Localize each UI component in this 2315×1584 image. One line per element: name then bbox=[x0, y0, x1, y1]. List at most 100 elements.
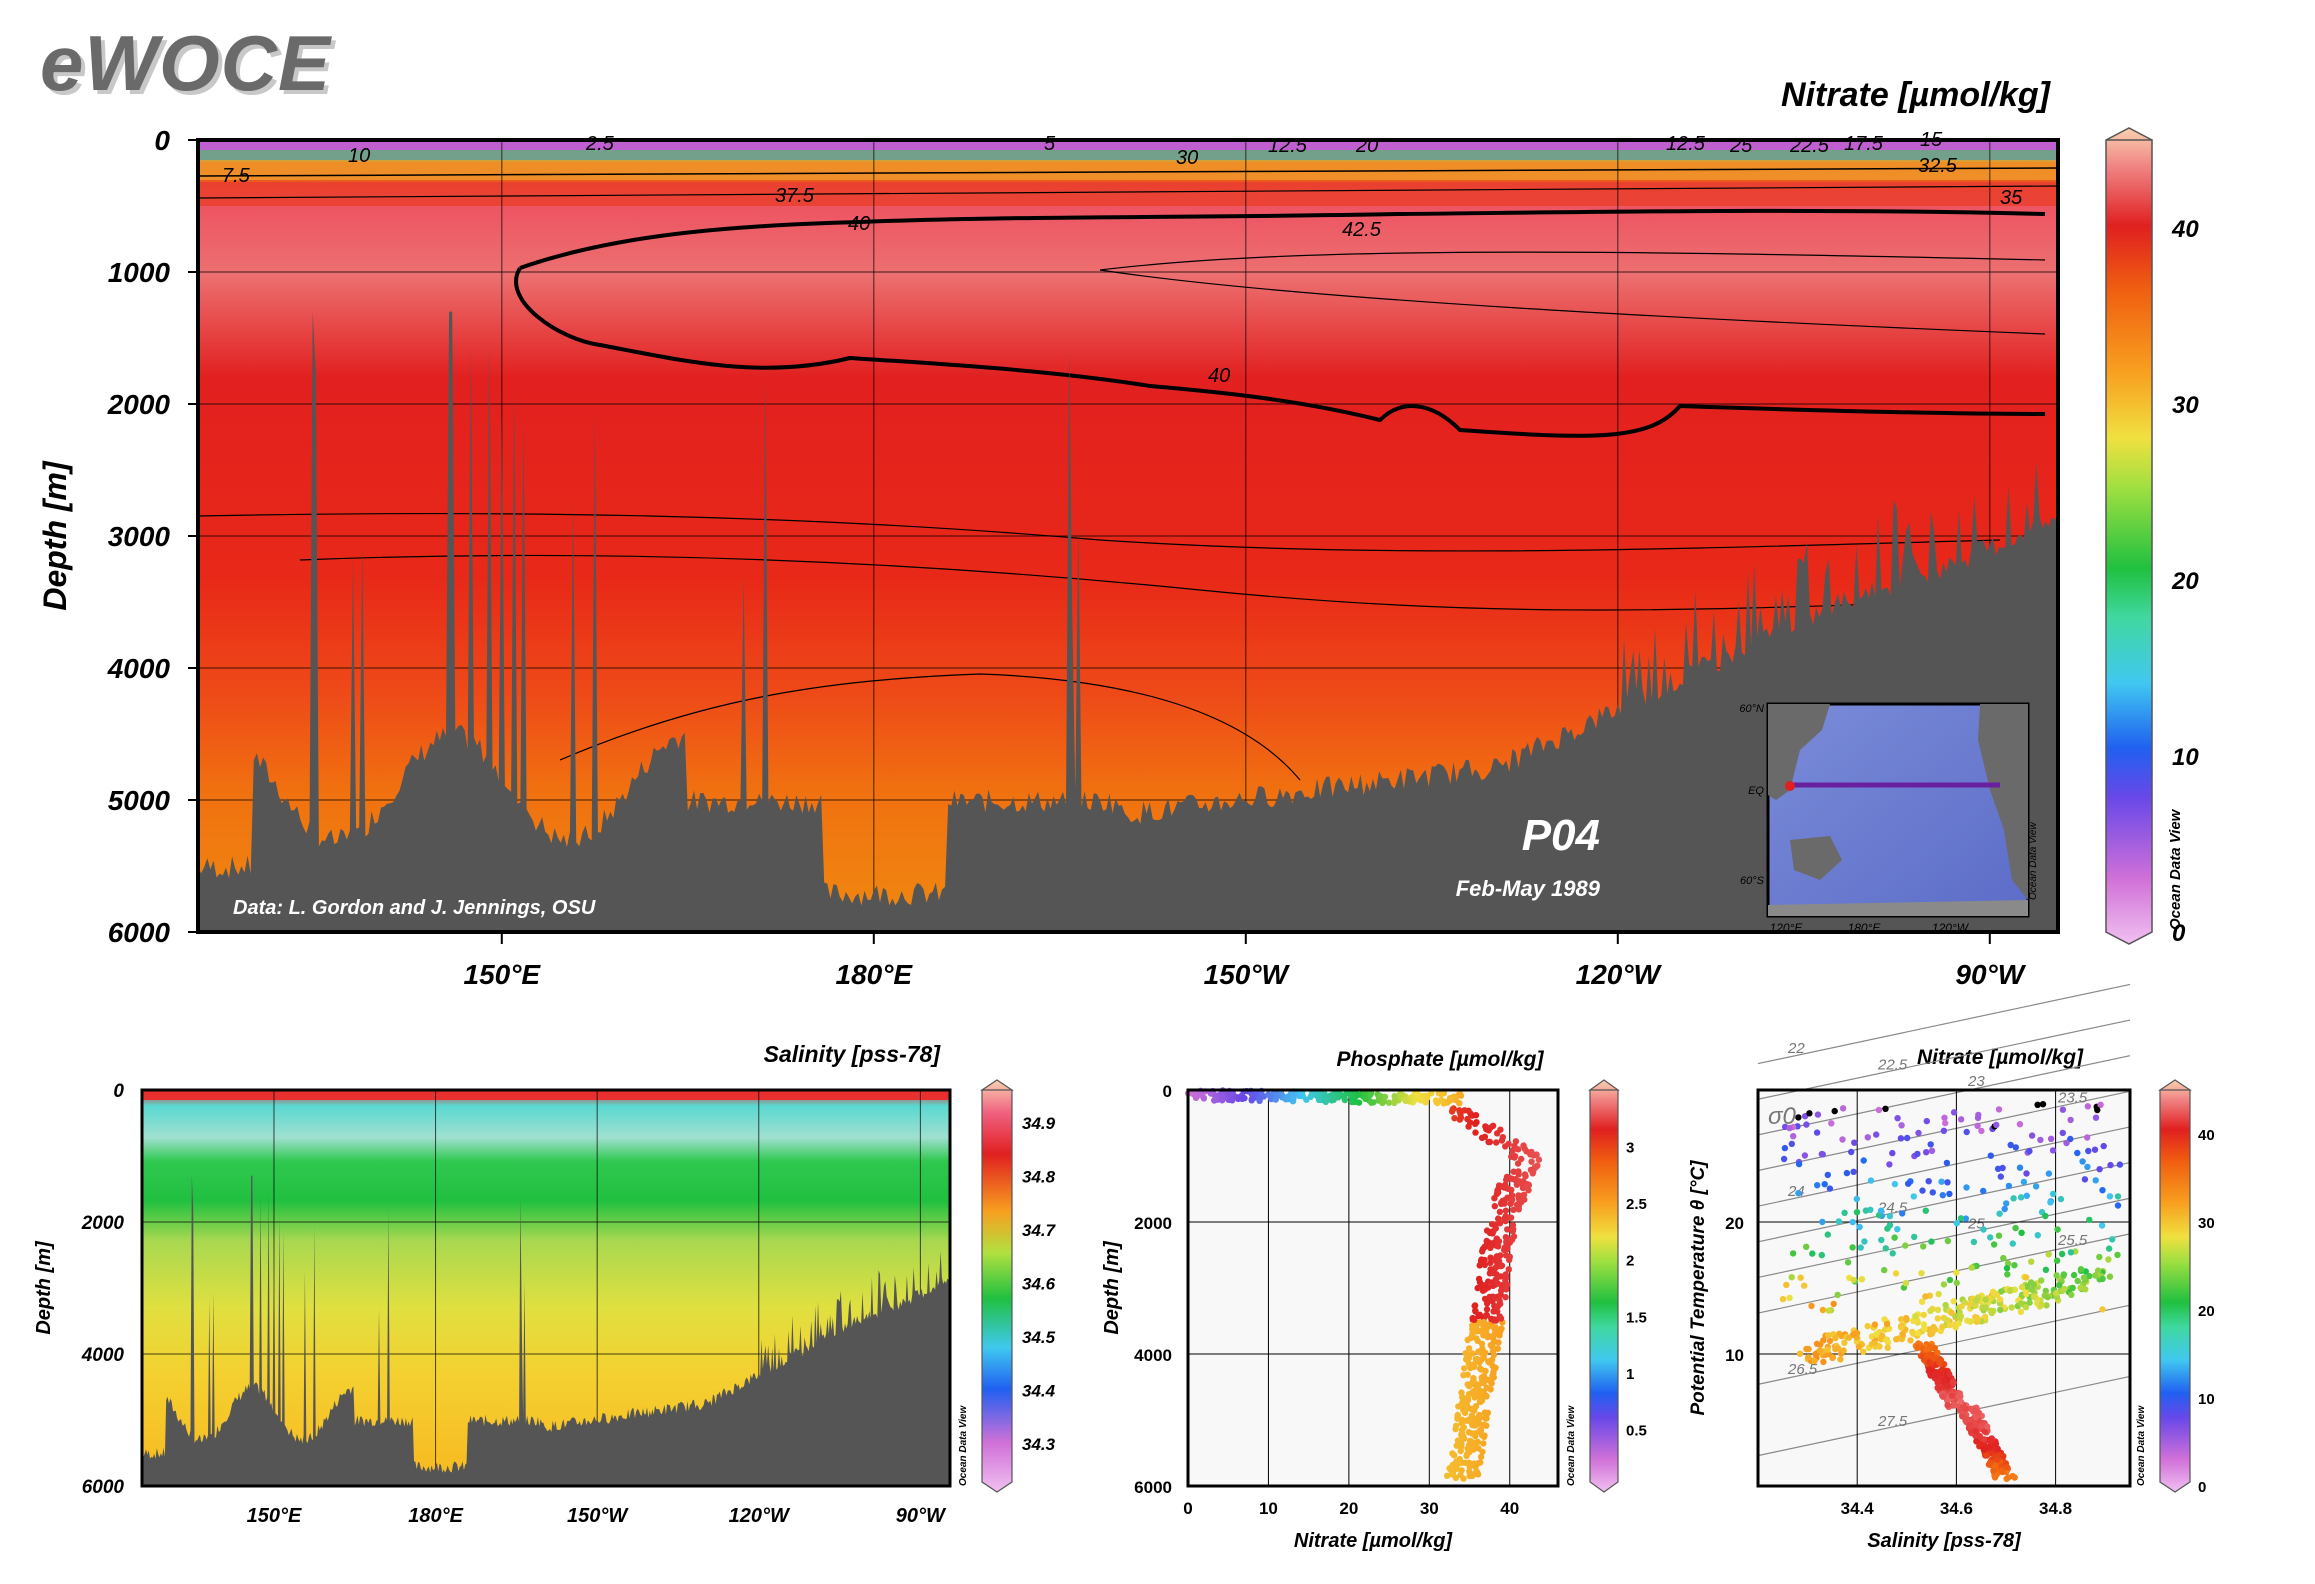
ts-point bbox=[1814, 1182, 1821, 1189]
ts-point bbox=[1966, 1301, 1974, 1308]
ts-point bbox=[1788, 1140, 1796, 1148]
ts-point bbox=[1812, 1350, 1819, 1358]
ts-point bbox=[1974, 1114, 1982, 1122]
ts-point bbox=[1875, 1106, 1883, 1114]
ts-point bbox=[1946, 1321, 1954, 1329]
ts-point bbox=[1907, 1337, 1914, 1344]
nitrate-depth-y-tick-label: 4000 bbox=[1134, 1346, 1172, 1365]
nitrate-depth-point bbox=[1477, 1453, 1485, 1461]
nitrate-depth-point bbox=[1482, 1123, 1489, 1130]
nitrate-depth-point bbox=[1478, 1256, 1485, 1263]
ts-diagram: Nitrate [µmol/kg] 2222.52323.52424.52525… bbox=[1688, 983, 2215, 1552]
ts-point bbox=[2077, 1266, 2085, 1273]
ts-colorbar-tick-label: 10 bbox=[2198, 1391, 2215, 1408]
nitrate-depth-point bbox=[1505, 1140, 1512, 1148]
nitrate-depth-point bbox=[1514, 1202, 1522, 1209]
ts-point bbox=[2047, 1135, 2055, 1143]
ts-point bbox=[1871, 1321, 1879, 1328]
nitrate-depth-point bbox=[1471, 1316, 1478, 1324]
nitrate-depth-x-tick-label: 30 bbox=[1420, 1499, 1439, 1518]
nitrate-depth-point bbox=[1481, 1432, 1488, 1439]
salinity-plot-frame bbox=[140, 1088, 952, 1488]
ts-point bbox=[1878, 1236, 1885, 1244]
nitrate-depth-software: Ocean Data View bbox=[1566, 1405, 1577, 1486]
nitrate-depth-point bbox=[1467, 1362, 1474, 1369]
ts-point bbox=[1853, 1209, 1861, 1216]
ts-point bbox=[1942, 1301, 1949, 1309]
ts-point bbox=[1856, 1223, 1863, 1231]
nitrate-depth-point bbox=[1510, 1206, 1517, 1214]
nitrate-depth-point bbox=[1321, 1094, 1328, 1101]
main-bathymetry bbox=[198, 311, 2058, 933]
ts-point bbox=[1795, 1160, 1803, 1168]
nitrate-depth-point bbox=[1490, 1269, 1497, 1277]
inset-lat-label: EQ bbox=[1748, 785, 1764, 797]
ts-point bbox=[1920, 1311, 1928, 1319]
ts-isopycnal bbox=[1757, 1197, 2131, 1279]
ts-point bbox=[2005, 1182, 2013, 1190]
ts-point bbox=[1835, 1218, 1843, 1225]
ts-point bbox=[2016, 1121, 2024, 1128]
nitrate-depth-point bbox=[1362, 1095, 1369, 1103]
ts-point bbox=[1970, 1238, 1978, 1246]
nitrate-depth-point bbox=[1303, 1096, 1310, 1103]
ts-point bbox=[1898, 1122, 1905, 1129]
main-contour-label: 17.5 bbox=[1844, 133, 1884, 155]
main-x-tick-label: 150°E bbox=[464, 959, 542, 990]
nitrate-depth-point bbox=[1495, 1243, 1502, 1250]
ts-point bbox=[1819, 1218, 1826, 1226]
nitrate-depth-point bbox=[1495, 1215, 1502, 1222]
ts-point bbox=[2116, 1161, 2124, 1168]
ts-isopycnal-label: 27.5 bbox=[1877, 1413, 1908, 1430]
ts-point bbox=[1840, 1347, 1847, 1354]
ts-point bbox=[1841, 1339, 1848, 1347]
ts-point bbox=[2086, 1216, 2093, 1224]
nitrate-depth-point bbox=[1481, 1133, 1489, 1141]
ts-point bbox=[2049, 1147, 2057, 1154]
nitrate-depth-point bbox=[1485, 1138, 1492, 1146]
nitrate-depth-point bbox=[1466, 1463, 1473, 1471]
ts-point bbox=[1891, 1180, 1899, 1188]
nitrate-depth-point bbox=[1487, 1124, 1494, 1131]
ts-point bbox=[2018, 1229, 2025, 1237]
ts-isopycnal-label: 22 bbox=[1787, 1040, 1805, 1057]
ts-point bbox=[1982, 1296, 1989, 1303]
ts-point bbox=[1902, 1242, 1909, 1249]
main-y-tick-label: 2000 bbox=[107, 389, 171, 420]
nitrate-depth-point bbox=[1503, 1176, 1510, 1184]
ts-point bbox=[2105, 1256, 2112, 1263]
nitrate-depth-point bbox=[1476, 1411, 1483, 1419]
salinity-y-tick-label: 4000 bbox=[81, 1345, 125, 1366]
nitrate-depth-point bbox=[1512, 1176, 1519, 1183]
nitrate-depth-point bbox=[1502, 1294, 1509, 1301]
ts-point bbox=[1905, 1180, 1912, 1187]
ts-point bbox=[2094, 1106, 2101, 1114]
nitrate-depth-point bbox=[1481, 1375, 1488, 1383]
ts-point bbox=[2022, 1304, 2030, 1311]
ts-point bbox=[2034, 1232, 2042, 1239]
nitrate-depth-point bbox=[1503, 1286, 1510, 1293]
ts-point bbox=[1779, 1295, 1787, 1303]
ts-point bbox=[1801, 1282, 1808, 1289]
ts-point bbox=[2047, 1199, 2054, 1206]
nitrate-depth-point bbox=[1248, 1090, 1256, 1098]
ts-point bbox=[2008, 1304, 2015, 1311]
ts-point bbox=[2028, 1258, 2035, 1265]
ts-point bbox=[2003, 1200, 2010, 1207]
ts-point bbox=[1953, 1220, 1961, 1227]
ts-point bbox=[1946, 1370, 1953, 1378]
ts-point bbox=[1939, 1192, 1947, 1199]
salinity-colorbar-tick-label: 34.6 bbox=[1022, 1275, 1056, 1294]
nitrate-depth-point bbox=[1514, 1160, 1522, 1167]
ts-point bbox=[1922, 1207, 1930, 1214]
ts-point bbox=[2018, 1283, 2026, 1291]
main-y-tick-label: 3000 bbox=[108, 521, 171, 552]
ts-colorbar-body bbox=[2158, 1079, 2192, 1493]
nitrate-depth-point bbox=[1473, 1355, 1481, 1363]
ts-point bbox=[1845, 1334, 1853, 1341]
ts-point bbox=[2069, 1284, 2076, 1292]
nitrate-depth-x-tick-label: 0 bbox=[1183, 1499, 1192, 1518]
ts-point bbox=[1811, 1357, 1818, 1365]
ts-point bbox=[1980, 1187, 1987, 1195]
